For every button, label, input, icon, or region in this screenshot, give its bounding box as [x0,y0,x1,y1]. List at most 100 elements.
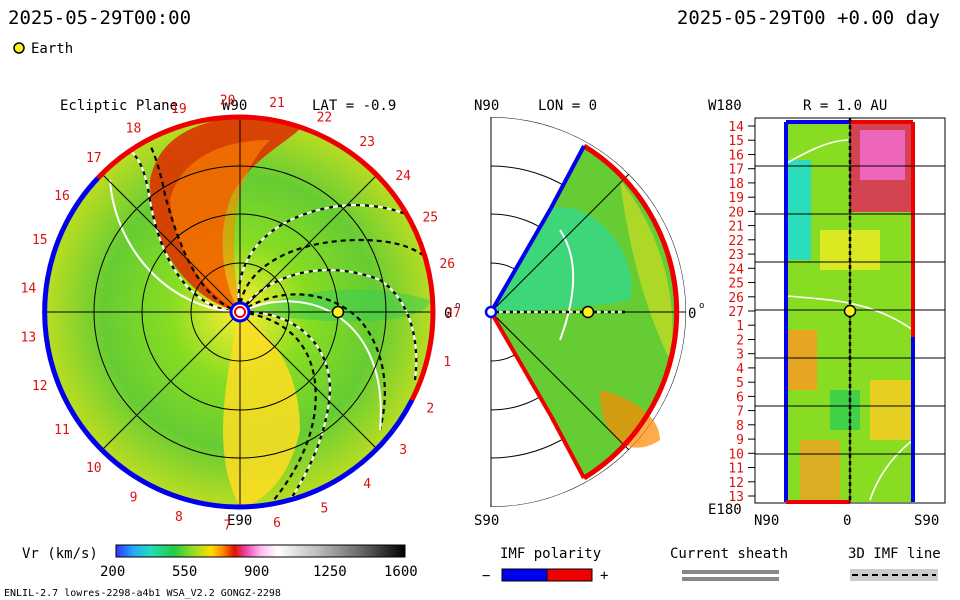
carrington-tick-label: 27 [445,306,461,321]
imf-polarity-legend: IMF polarity − + [482,546,608,584]
polarity-rim-negative [239,398,415,510]
latlon-y-tick-label: 15 [728,134,744,149]
imf-polarity-minus: − [482,568,490,584]
latlon-y-tick-label: 20 [728,205,744,220]
latlon-y-tick-label: 6 [736,390,744,405]
ecliptic-lat-label: LAT = -0.9 [312,98,396,114]
ecliptic-top-label: W90 [222,98,247,114]
colorbar-tick: 900 [244,564,269,580]
latlon-x-tick-s90: S90 [914,513,939,529]
latlon-y-tick-label: 12 [728,476,744,491]
imf-negative-swatch [501,568,548,582]
carrington-tick-label: 7 [224,519,232,534]
polarity-rim-positive [239,114,436,402]
latlon-y-tick-label: 2 [736,334,744,349]
carrington-tick-label: 12 [32,379,48,394]
latlon-y-tick-label: 11 [728,462,744,477]
latlon-y-tick-label: 9 [736,433,744,448]
carrington-tick-label: 14 [21,281,37,296]
carrington-tick-label: 2 [426,402,434,417]
latlon-y-tick-label: 4 [736,362,744,377]
latlon-y-tick-label: 16 [728,149,744,164]
fast-stream-core [170,140,270,312]
imf-positive-swatch [546,568,593,582]
latlon-y-tick-label: 10 [728,447,744,462]
imf-line-title: 3D IMF line [848,546,941,562]
colorbar-tick: 200 [100,564,125,580]
latlon-bottom-left-label: E180 [708,502,742,518]
imf-line [239,269,418,381]
imf-polarity-title: IMF polarity [500,546,601,562]
latlon-y-tick-label: 14 [728,120,744,135]
colorbar-tick: 1250 [313,564,347,580]
meridional-bottom-label: S90 [474,513,499,529]
timestamp-left: 2025-05-29T00:00 [8,7,191,29]
meridional-top-label: N90 [474,98,499,114]
carrington-tick-label: 16 [54,189,70,204]
latlon-y-tick-label: 13 [728,490,744,505]
latlon-earth-marker [843,304,857,318]
latlon-y-tick-label: 5 [736,376,744,391]
colorbar-gradient [115,544,406,558]
meridional-lon-label: LON = 0 [538,98,597,114]
carrington-tick-label: 23 [359,135,375,150]
imf-line [239,310,332,501]
latlon-y-tick-label: 8 [736,419,744,434]
earth-legend-label: Earth [31,41,73,57]
carrington-tick-label: 26 [439,257,455,272]
latlon-y-tick-label: 1 [736,319,744,334]
carrington-tick-label: 5 [320,502,328,517]
ecliptic-panel: Ecliptic Plane W90 LAT = -0.9 [21,93,461,533]
timestamp-right: 2025-05-29T00 +0.00 day [677,7,940,29]
latlon-y-tick-label: 23 [728,248,744,263]
carrington-tick-label: 10 [86,461,102,476]
meridional-polarity-rim [582,143,680,481]
svg-text:o: o [699,301,704,311]
carrington-tick-label: 6 [273,516,281,531]
carrington-tick-label: 11 [54,423,70,438]
latlon-y-tick-label: 21 [728,220,744,235]
latlon-x-tick-n90: N90 [754,513,779,529]
carrington-tick-label: 19 [171,102,187,117]
imf-polarity-plus: + [600,568,608,584]
latlon-y-tick-label: 27 [728,305,744,320]
current-sheath-swatch [682,570,779,574]
carrington-tick-label: 17 [86,151,102,166]
latlon-y-tick-label: 19 [728,191,744,206]
current-sheath-legend: Current sheath [670,546,788,581]
meridional-earth-marker [581,305,595,319]
imf-line [239,293,386,431]
green-band [240,289,430,322]
carrington-tick-label: 21 [269,96,285,111]
carrington-tick-label: 4 [363,477,371,492]
colorbar: Vr (km/s) 200 550 900 1250 1600 [22,544,418,580]
imf-line [237,203,431,313]
carrington-tick-label: 15 [32,233,48,248]
carrington-tick-label: 22 [317,110,333,125]
meridional-panel: N90 LON = 0 S90 0 o [474,98,704,529]
latlon-y-tick-label: 7 [736,405,744,420]
latlon-y-tick-label: 17 [728,163,744,178]
latlon-y-ticks: 1415161718192021222324252627123456789101… [728,120,755,505]
carrington-tick-label: 3 [399,443,407,458]
carrington-tick-label: 8 [175,510,183,525]
colorbar-tick: 1600 [384,564,418,580]
latlon-y-tick-label: 26 [728,291,744,306]
svg-text:o: o [455,301,460,311]
footer-run-info: ENLIL-2.7 lowres-2298-a4b1 WSA_V2.2 GONG… [4,588,281,599]
latlon-y-tick-label: 24 [728,262,744,277]
earth-marker [331,305,345,319]
carrington-tick-label: 24 [395,169,411,184]
current-sheath-title: Current sheath [670,546,788,562]
carrington-tick-label: 18 [126,122,142,137]
colorbar-label: Vr (km/s) [22,546,98,562]
ecliptic-bottom-label: E90 [227,513,252,529]
imf-line [149,144,241,314]
latlon-title: R = 1.0 AU [803,98,887,114]
latlon-y-tick-label: 3 [736,348,744,363]
imf-line [239,310,317,506]
latlon-y-tick-label: 25 [728,277,744,292]
